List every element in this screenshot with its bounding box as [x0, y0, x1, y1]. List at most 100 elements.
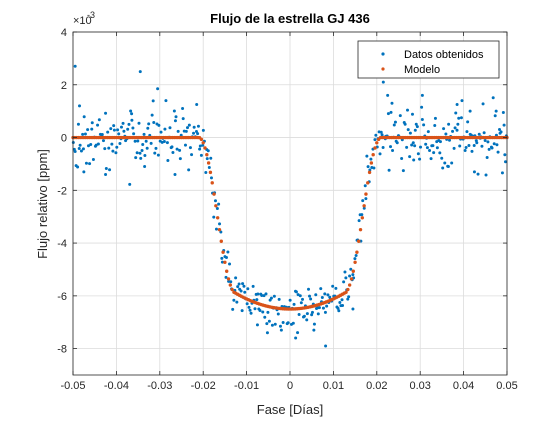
model-point — [362, 204, 366, 208]
data-point — [220, 256, 224, 260]
data-point — [317, 306, 321, 310]
data-point — [88, 162, 92, 166]
data-point — [133, 139, 137, 143]
data-point — [266, 310, 270, 314]
data-point — [331, 284, 335, 288]
data-point — [152, 121, 156, 125]
data-point — [415, 125, 419, 129]
data-point — [456, 122, 460, 126]
data-point — [178, 148, 182, 152]
data-point — [291, 321, 295, 325]
data-point — [336, 306, 340, 310]
data-point — [258, 308, 262, 312]
data-point — [348, 274, 352, 278]
model-point — [203, 146, 207, 150]
data-point — [143, 165, 147, 169]
x-tick-label: 0.02 — [366, 380, 387, 392]
data-point — [173, 119, 177, 123]
y-exponent-power: -3 — [87, 10, 95, 20]
data-point — [262, 294, 266, 298]
data-point — [299, 301, 303, 305]
data-point — [201, 143, 205, 147]
data-point — [78, 143, 82, 147]
data-point — [114, 151, 118, 155]
data-point — [109, 127, 113, 131]
data-point — [130, 118, 134, 122]
data-point — [483, 139, 487, 143]
data-point — [234, 276, 238, 280]
data-point — [392, 123, 396, 127]
data-point — [426, 130, 430, 134]
data-point — [363, 184, 367, 188]
data-point — [104, 166, 108, 170]
data-point — [220, 260, 224, 264]
data-point — [86, 144, 90, 148]
data-point — [406, 108, 410, 112]
data-point — [501, 110, 505, 114]
data-point — [475, 141, 479, 145]
model-point — [223, 260, 227, 264]
data-point — [452, 146, 456, 150]
data-point — [248, 308, 252, 312]
data-point — [344, 276, 348, 280]
data-point — [420, 105, 424, 109]
data-point — [447, 122, 451, 126]
legend-label-datos: Datos obtenidos — [404, 49, 484, 61]
data-point — [267, 319, 271, 323]
data-point — [499, 130, 503, 134]
data-point — [277, 297, 281, 301]
y-axis-label: Flujo relativo [ppm] — [35, 149, 50, 259]
data-point — [255, 323, 259, 327]
data-point — [386, 93, 390, 97]
data-point — [131, 126, 135, 130]
data-point — [418, 157, 422, 161]
data-point — [96, 123, 100, 127]
data-point — [188, 146, 192, 150]
data-point — [228, 262, 232, 266]
data-point — [184, 129, 188, 133]
data-point — [224, 275, 228, 279]
model-point — [217, 227, 222, 232]
data-point — [420, 118, 424, 122]
data-point — [117, 132, 121, 136]
legend-marker-modelo — [381, 67, 385, 71]
data-point — [444, 132, 448, 136]
data-point — [129, 109, 133, 113]
data-point — [438, 140, 442, 144]
model-point — [358, 227, 363, 232]
data-point — [429, 157, 433, 161]
model-layer — [71, 135, 509, 311]
data-point — [204, 170, 208, 174]
data-point — [156, 87, 160, 91]
data-point — [134, 156, 138, 160]
data-point — [185, 126, 189, 130]
data-point — [101, 139, 105, 143]
x-tick-label: -0.01 — [234, 380, 259, 392]
y-tick-label: -4 — [57, 238, 67, 250]
data-point — [178, 157, 182, 161]
data-point — [121, 121, 125, 125]
data-point — [342, 280, 346, 284]
data-point — [468, 109, 472, 113]
y-tick-label: -6 — [57, 291, 67, 303]
data-point — [424, 142, 428, 146]
data-point — [236, 285, 240, 289]
data-point — [486, 140, 490, 144]
legend-marker-datos — [381, 52, 385, 56]
model-point — [366, 181, 370, 185]
data-point — [143, 153, 147, 157]
data-point — [231, 307, 235, 311]
model-point — [199, 137, 204, 142]
model-point — [221, 250, 225, 254]
data-point — [454, 111, 458, 115]
data-point — [232, 298, 236, 302]
data-point — [89, 143, 93, 147]
data-point — [97, 118, 101, 122]
data-point — [438, 151, 442, 155]
data-point — [265, 322, 269, 326]
data-point — [351, 273, 355, 277]
data-point — [157, 123, 161, 127]
data-point — [493, 114, 497, 118]
data-point — [401, 169, 405, 173]
